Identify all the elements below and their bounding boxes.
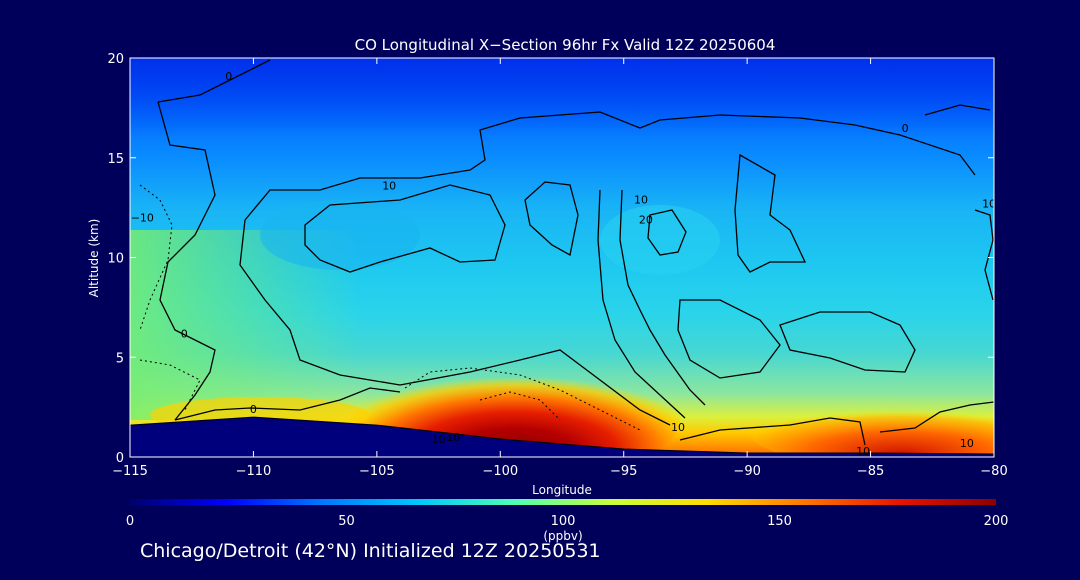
colorbar-label: (ppbv) <box>543 529 582 543</box>
field-east-plume <box>750 396 994 457</box>
contour-label: 10 <box>382 180 396 193</box>
colorbar-tick-label: 0 <box>126 514 134 529</box>
y-tick-label: 15 <box>107 152 124 167</box>
x-tick-label: −95 <box>610 464 637 479</box>
y-axis-label: Altitude (km) <box>87 219 101 298</box>
x-tick-label: −100 <box>482 464 518 479</box>
chart-title: CO Longitudinal X−Section 96hr Fx Valid … <box>355 36 776 54</box>
colorbar <box>130 499 996 505</box>
x-axis: −115 −110 −105 −100 −95 −90 −85 −80 <box>112 58 1008 479</box>
y-tick-label: 5 <box>116 351 124 366</box>
contour-label: 20 <box>639 214 653 227</box>
field-high-cell <box>260 200 420 270</box>
contour-label: 10 <box>960 437 974 450</box>
y-axis: 0 5 10 15 20 <box>107 52 994 466</box>
negative-contours <box>139 184 641 431</box>
y-tick-label: 10 <box>107 252 124 267</box>
contour-label: 0 <box>250 403 257 416</box>
contour-label: 10 <box>856 445 870 458</box>
terrain-mask <box>130 416 994 457</box>
caption: Chicago/Detroit (42°N) Initialized 12Z 2… <box>140 540 601 562</box>
x-tick-label: −85 <box>857 464 884 479</box>
contour-label: 10 <box>634 194 648 207</box>
x-tick-label: −80 <box>980 464 1007 479</box>
contour-label: 0 <box>902 122 909 135</box>
contour-label: 10 <box>671 421 685 434</box>
y-tick-label: 20 <box>107 52 124 67</box>
colorbar-tick-label: 50 <box>338 514 355 529</box>
y-tick-label: 0 <box>116 451 124 466</box>
colorbar-ticks: 0 50 100 150 200 <box>126 514 1009 529</box>
colorbar-tick-label: 200 <box>984 514 1009 529</box>
x-tick-label: −105 <box>359 464 395 479</box>
contour-lines <box>157 59 994 446</box>
contour-label: −10 <box>131 212 154 225</box>
field-upper-cell <box>600 205 720 275</box>
contour-label: 10 <box>982 198 996 211</box>
contour-label: 0 <box>225 70 232 83</box>
colorbar-tick-label: 150 <box>767 514 792 529</box>
x-tick-label: −90 <box>733 464 760 479</box>
field-upper-dark <box>130 58 994 138</box>
contour-label: 10 <box>446 431 460 444</box>
x-tick-label: −110 <box>236 464 272 479</box>
contour-label: 0 <box>181 327 188 340</box>
x-tick-label: −115 <box>112 464 148 479</box>
x-axis-label: Longitude <box>532 483 592 497</box>
contour-label: 10 <box>432 433 446 446</box>
colorbar-tick-label: 100 <box>551 514 576 529</box>
